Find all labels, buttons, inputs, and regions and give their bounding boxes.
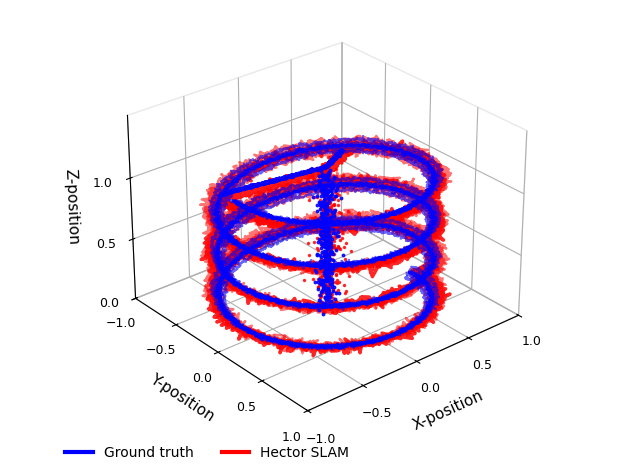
Y-axis label: Y-position: Y-position <box>147 372 216 425</box>
X-axis label: X-position: X-position <box>410 389 486 433</box>
Legend: Ground truth, Hector SLAM: Ground truth, Hector SLAM <box>60 441 355 466</box>
